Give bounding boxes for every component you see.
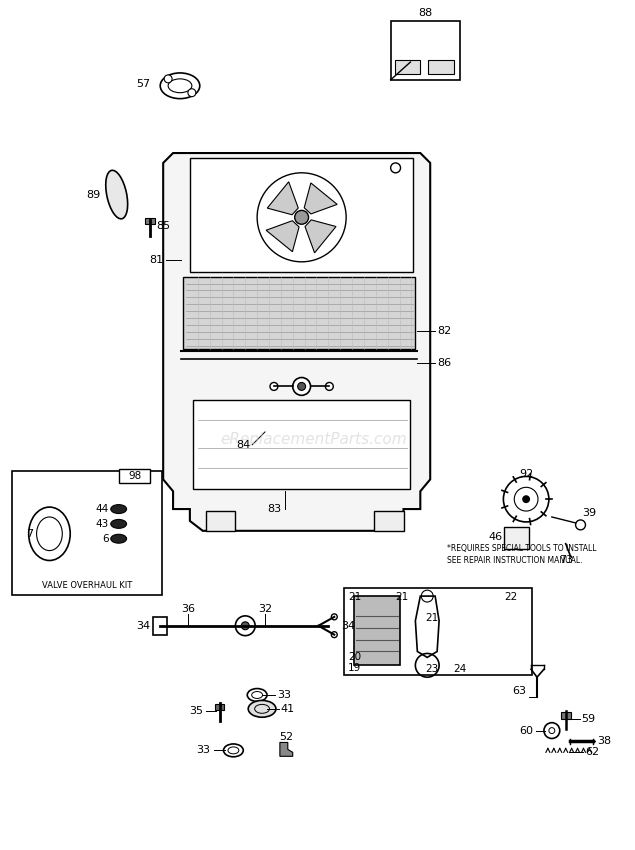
Bar	[504, 527, 529, 548]
Bar	[391, 20, 460, 80]
Text: 33: 33	[277, 690, 291, 700]
Bar	[354, 596, 399, 666]
Circle shape	[544, 722, 560, 739]
Text: 46: 46	[488, 532, 502, 541]
Polygon shape	[266, 221, 299, 252]
Text: 32: 32	[258, 604, 272, 614]
Bar	[394, 60, 420, 74]
Circle shape	[504, 477, 549, 522]
Text: 19: 19	[348, 663, 361, 673]
Circle shape	[257, 173, 346, 262]
Polygon shape	[163, 153, 430, 530]
Bar	[145, 218, 156, 224]
Text: 85: 85	[156, 221, 170, 231]
Circle shape	[293, 377, 311, 395]
Ellipse shape	[110, 519, 126, 529]
Circle shape	[298, 382, 305, 390]
Ellipse shape	[160, 73, 200, 99]
Text: 59: 59	[582, 714, 596, 723]
Text: 23: 23	[425, 665, 439, 674]
Text: 38: 38	[598, 736, 612, 746]
Bar	[119, 468, 150, 484]
Circle shape	[236, 616, 255, 636]
Circle shape	[575, 520, 585, 530]
Text: 34: 34	[341, 620, 356, 631]
Text: 98: 98	[128, 472, 141, 481]
Circle shape	[325, 382, 333, 390]
Text: 39: 39	[582, 508, 597, 518]
Text: 44: 44	[95, 504, 109, 514]
Polygon shape	[183, 276, 415, 348]
Bar	[12, 472, 162, 595]
Ellipse shape	[110, 505, 126, 513]
Circle shape	[241, 622, 249, 630]
Text: 7: 7	[25, 529, 33, 539]
Ellipse shape	[106, 170, 128, 218]
Circle shape	[391, 163, 401, 173]
Text: 24: 24	[453, 665, 466, 674]
Polygon shape	[280, 742, 293, 756]
Polygon shape	[304, 183, 337, 214]
Bar	[215, 704, 225, 710]
Polygon shape	[190, 158, 413, 272]
Bar	[153, 617, 167, 635]
Bar	[428, 60, 454, 74]
Text: 20: 20	[348, 653, 361, 662]
Bar	[374, 511, 403, 530]
Text: 73: 73	[559, 556, 573, 565]
Text: 89: 89	[86, 190, 101, 200]
Bar	[344, 588, 532, 675]
Bar	[206, 511, 236, 530]
Text: 41: 41	[281, 704, 295, 714]
Text: 57: 57	[136, 79, 150, 88]
Text: 92: 92	[519, 469, 533, 479]
Text: 21: 21	[425, 613, 439, 623]
Text: 84: 84	[236, 439, 250, 450]
Text: VALVE OVERHAUL KIT: VALVE OVERHAUL KIT	[42, 581, 132, 590]
Polygon shape	[267, 182, 298, 215]
Text: 62: 62	[585, 747, 599, 757]
Text: 86: 86	[437, 358, 451, 368]
Circle shape	[295, 211, 309, 224]
Text: 88: 88	[418, 8, 432, 18]
Text: 21: 21	[396, 592, 409, 602]
Text: 22: 22	[504, 592, 518, 602]
Text: 21: 21	[348, 592, 361, 602]
Text: 52: 52	[279, 732, 293, 741]
Text: 82: 82	[437, 326, 451, 336]
Text: 33: 33	[197, 745, 211, 756]
Polygon shape	[193, 400, 410, 490]
Circle shape	[270, 382, 278, 390]
Text: 35: 35	[189, 706, 203, 716]
Circle shape	[331, 614, 337, 620]
Ellipse shape	[248, 700, 276, 717]
Text: 34: 34	[136, 620, 150, 631]
Circle shape	[164, 75, 172, 82]
Text: 81: 81	[149, 255, 163, 265]
Text: *REQUIRES SPECIAL TOOLS TO INSTALL: *REQUIRES SPECIAL TOOLS TO INSTALL	[447, 544, 596, 553]
Ellipse shape	[110, 535, 126, 543]
Text: eReplacementParts.com: eReplacementParts.com	[220, 433, 407, 447]
Text: 6: 6	[102, 534, 109, 544]
Text: 83: 83	[268, 504, 282, 514]
Polygon shape	[305, 220, 336, 252]
Text: 63: 63	[512, 686, 526, 696]
Bar	[561, 711, 571, 719]
Circle shape	[522, 496, 530, 503]
Text: 43: 43	[95, 518, 109, 529]
Text: 60: 60	[519, 726, 533, 735]
Circle shape	[331, 632, 337, 638]
Text: SEE REPAIR INSTRUCTION MANUAL.: SEE REPAIR INSTRUCTION MANUAL.	[447, 556, 582, 565]
Text: 36: 36	[181, 604, 195, 614]
Circle shape	[188, 88, 196, 97]
